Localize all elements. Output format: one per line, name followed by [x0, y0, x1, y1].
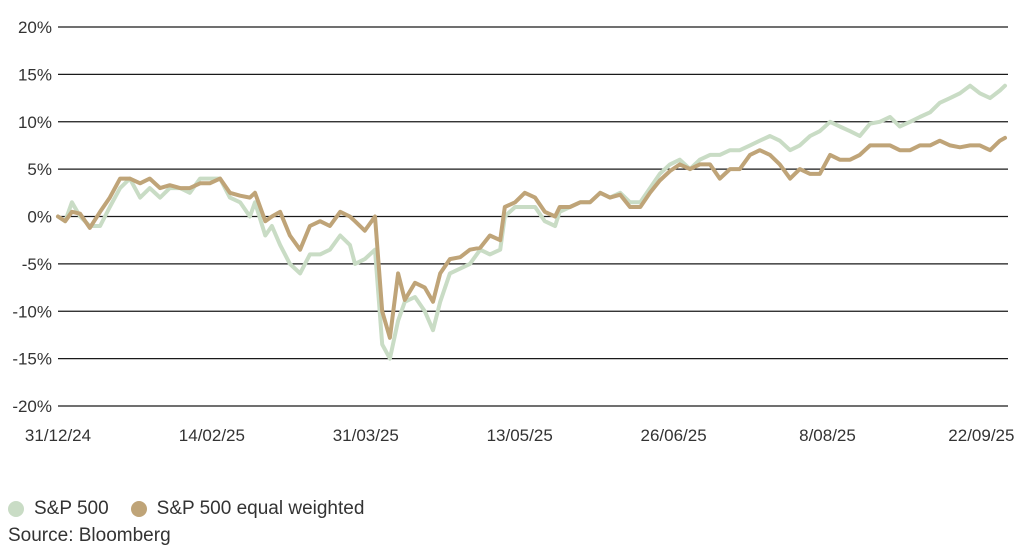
- y-axis-ticks: 20% 15% 10% 5% 0% -5% -10% -15% -20%: [12, 18, 52, 416]
- y-tick-label: -15%: [12, 350, 52, 369]
- x-tick-label: 22/09/25: [948, 426, 1014, 445]
- series-line-sp500-equal-weighted: [56, 135, 1007, 340]
- legend: S&P 500 S&P 500 equal weighted: [8, 498, 386, 520]
- y-tick-label: -10%: [12, 302, 52, 321]
- legend-item-sp500: S&P 500: [8, 498, 109, 520]
- line-chart: 20% 15% 10% 5% 0% -5% -10% -15% -20% 31/12/24 14/…: [12, 18, 1015, 445]
- x-axis-ticks: 31/12/24 14/02/25 31/03/25 13/05/25 26/06/25…: [25, 426, 1015, 445]
- legend-label-sp500-equal-weighted: S&P 500 equal weighted: [156, 498, 365, 519]
- legend-label-sp500: S&P 500: [34, 498, 109, 519]
- x-tick-label: 14/02/25: [179, 426, 245, 445]
- x-tick-label: 31/03/25: [333, 426, 399, 445]
- y-tick-label: -5%: [22, 255, 52, 274]
- x-tick-label: 31/12/24: [25, 426, 91, 445]
- legend-swatch-sp500: [8, 501, 24, 517]
- gridlines: [58, 26, 1008, 407]
- y-tick-label: 10%: [18, 113, 52, 132]
- x-tick-label: 26/06/25: [641, 426, 707, 445]
- series-line-sp500: [56, 83, 1007, 361]
- x-tick-label: 8/08/25: [799, 426, 856, 445]
- legend-item-sp500-equal-weighted: S&P 500 equal weighted: [130, 498, 365, 520]
- y-tick-label: -20%: [12, 397, 52, 416]
- series-lines: [56, 83, 1007, 361]
- legend-swatch-sp500-equal-weighted: [130, 501, 147, 517]
- y-tick-label: 0%: [27, 208, 52, 227]
- source-note: Source: Bloomberg: [8, 525, 171, 546]
- x-tick-label: 13/05/25: [487, 426, 553, 445]
- y-tick-label: 20%: [18, 18, 52, 37]
- y-tick-label: 5%: [27, 160, 52, 179]
- y-tick-label: 15%: [18, 65, 52, 84]
